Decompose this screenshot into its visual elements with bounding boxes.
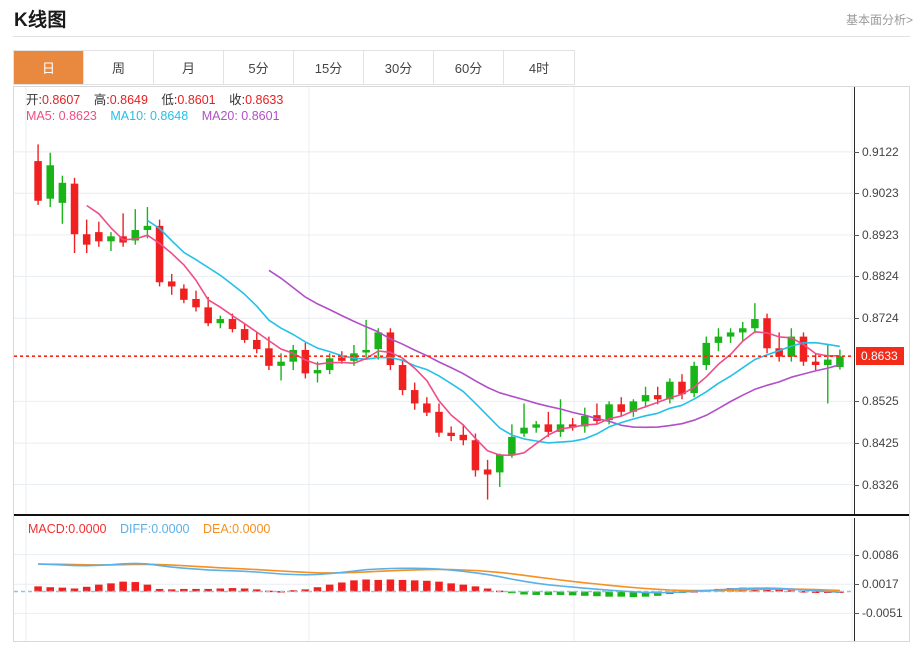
- period-tab-0[interactable]: 日: [14, 51, 84, 84]
- axis-tick-mark: [854, 193, 859, 195]
- period-tab-label: 4时: [528, 61, 550, 76]
- price-axis-tick: 0.8923: [862, 228, 899, 243]
- axis-tick-mark: [854, 443, 859, 445]
- period-tab-label: 周: [111, 61, 125, 76]
- macd-axis-spine: [854, 518, 855, 641]
- price-y-axis: 0.9122 0.9023 0.8923 0.8824 0.8724 0.8633 0.85…: [854, 87, 909, 514]
- price-chart-pane[interactable]: 开:0.8607 高:0.8649 低:0.8601 收:0.8633 MA5:…: [14, 87, 909, 516]
- axis-tick-mark: [854, 151, 859, 153]
- header-divider: [13, 36, 910, 37]
- price-axis-tick: 0.8824: [862, 269, 899, 284]
- period-tab-label: 月: [181, 61, 195, 76]
- axis-tick-mark: [854, 401, 859, 403]
- axis-tick-mark: [854, 276, 859, 278]
- axis-tick-mark: [854, 484, 859, 486]
- period-tab-2[interactable]: 月: [154, 51, 224, 84]
- period-tab-6[interactable]: 60分: [434, 51, 504, 84]
- axis-tick-mark: [854, 584, 859, 586]
- page-header: K线图 基本面分析>: [0, 0, 923, 38]
- macd-axis-tick: 0.0086: [862, 547, 899, 562]
- macd-axis-tick: -0.0051: [862, 606, 903, 621]
- period-tab-label: 60分: [454, 61, 483, 76]
- macd-plot: [14, 518, 854, 641]
- axis-tick-mark: [854, 318, 859, 320]
- period-tab-7[interactable]: 4时: [504, 51, 574, 84]
- period-tab-1[interactable]: 周: [84, 51, 154, 84]
- macd-chart-pane[interactable]: MACD:0.0000 DIFF:0.0000 DEA:0.0000 0.008…: [14, 518, 909, 641]
- price-axis-spine: [854, 87, 855, 514]
- price-axis-tick: 0.8525: [862, 394, 899, 409]
- fundamental-analysis-link[interactable]: 基本面分析>: [845, 13, 913, 27]
- period-tab-label: 30分: [384, 61, 413, 76]
- candlestick-plot: [14, 87, 854, 514]
- macd-axis-tick: 0.0017: [862, 577, 899, 592]
- period-tab-label: 15分: [314, 61, 343, 76]
- price-axis-tick: 0.9023: [862, 186, 899, 201]
- page-title: K线图: [14, 10, 67, 31]
- period-tab-3[interactable]: 5分: [224, 51, 294, 84]
- price-axis-tick: 0.8425: [862, 436, 899, 451]
- axis-tick-mark: [854, 554, 859, 556]
- price-axis-tick: 0.8326: [862, 477, 899, 492]
- price-axis-tick: 0.9122: [862, 144, 899, 159]
- period-tab-label: 日: [41, 61, 55, 76]
- period-tab-4[interactable]: 15分: [294, 51, 364, 84]
- period-tab-label: 5分: [248, 61, 269, 76]
- macd-y-axis: 0.0086 0.0017 -0.0051: [854, 518, 909, 641]
- axis-tick-mark: [854, 235, 859, 237]
- axis-tick-mark: [854, 613, 859, 615]
- chart-container: 开:0.8607 高:0.8649 低:0.8601 收:0.8633 MA5:…: [13, 86, 910, 642]
- price-axis-tick: 0.8724: [862, 311, 899, 326]
- period-tab-5[interactable]: 30分: [364, 51, 434, 84]
- current-price-badge: 0.8633: [856, 347, 904, 366]
- period-tab-bar: 日 周 月 5分 15分 30分 60分 4时: [13, 50, 575, 85]
